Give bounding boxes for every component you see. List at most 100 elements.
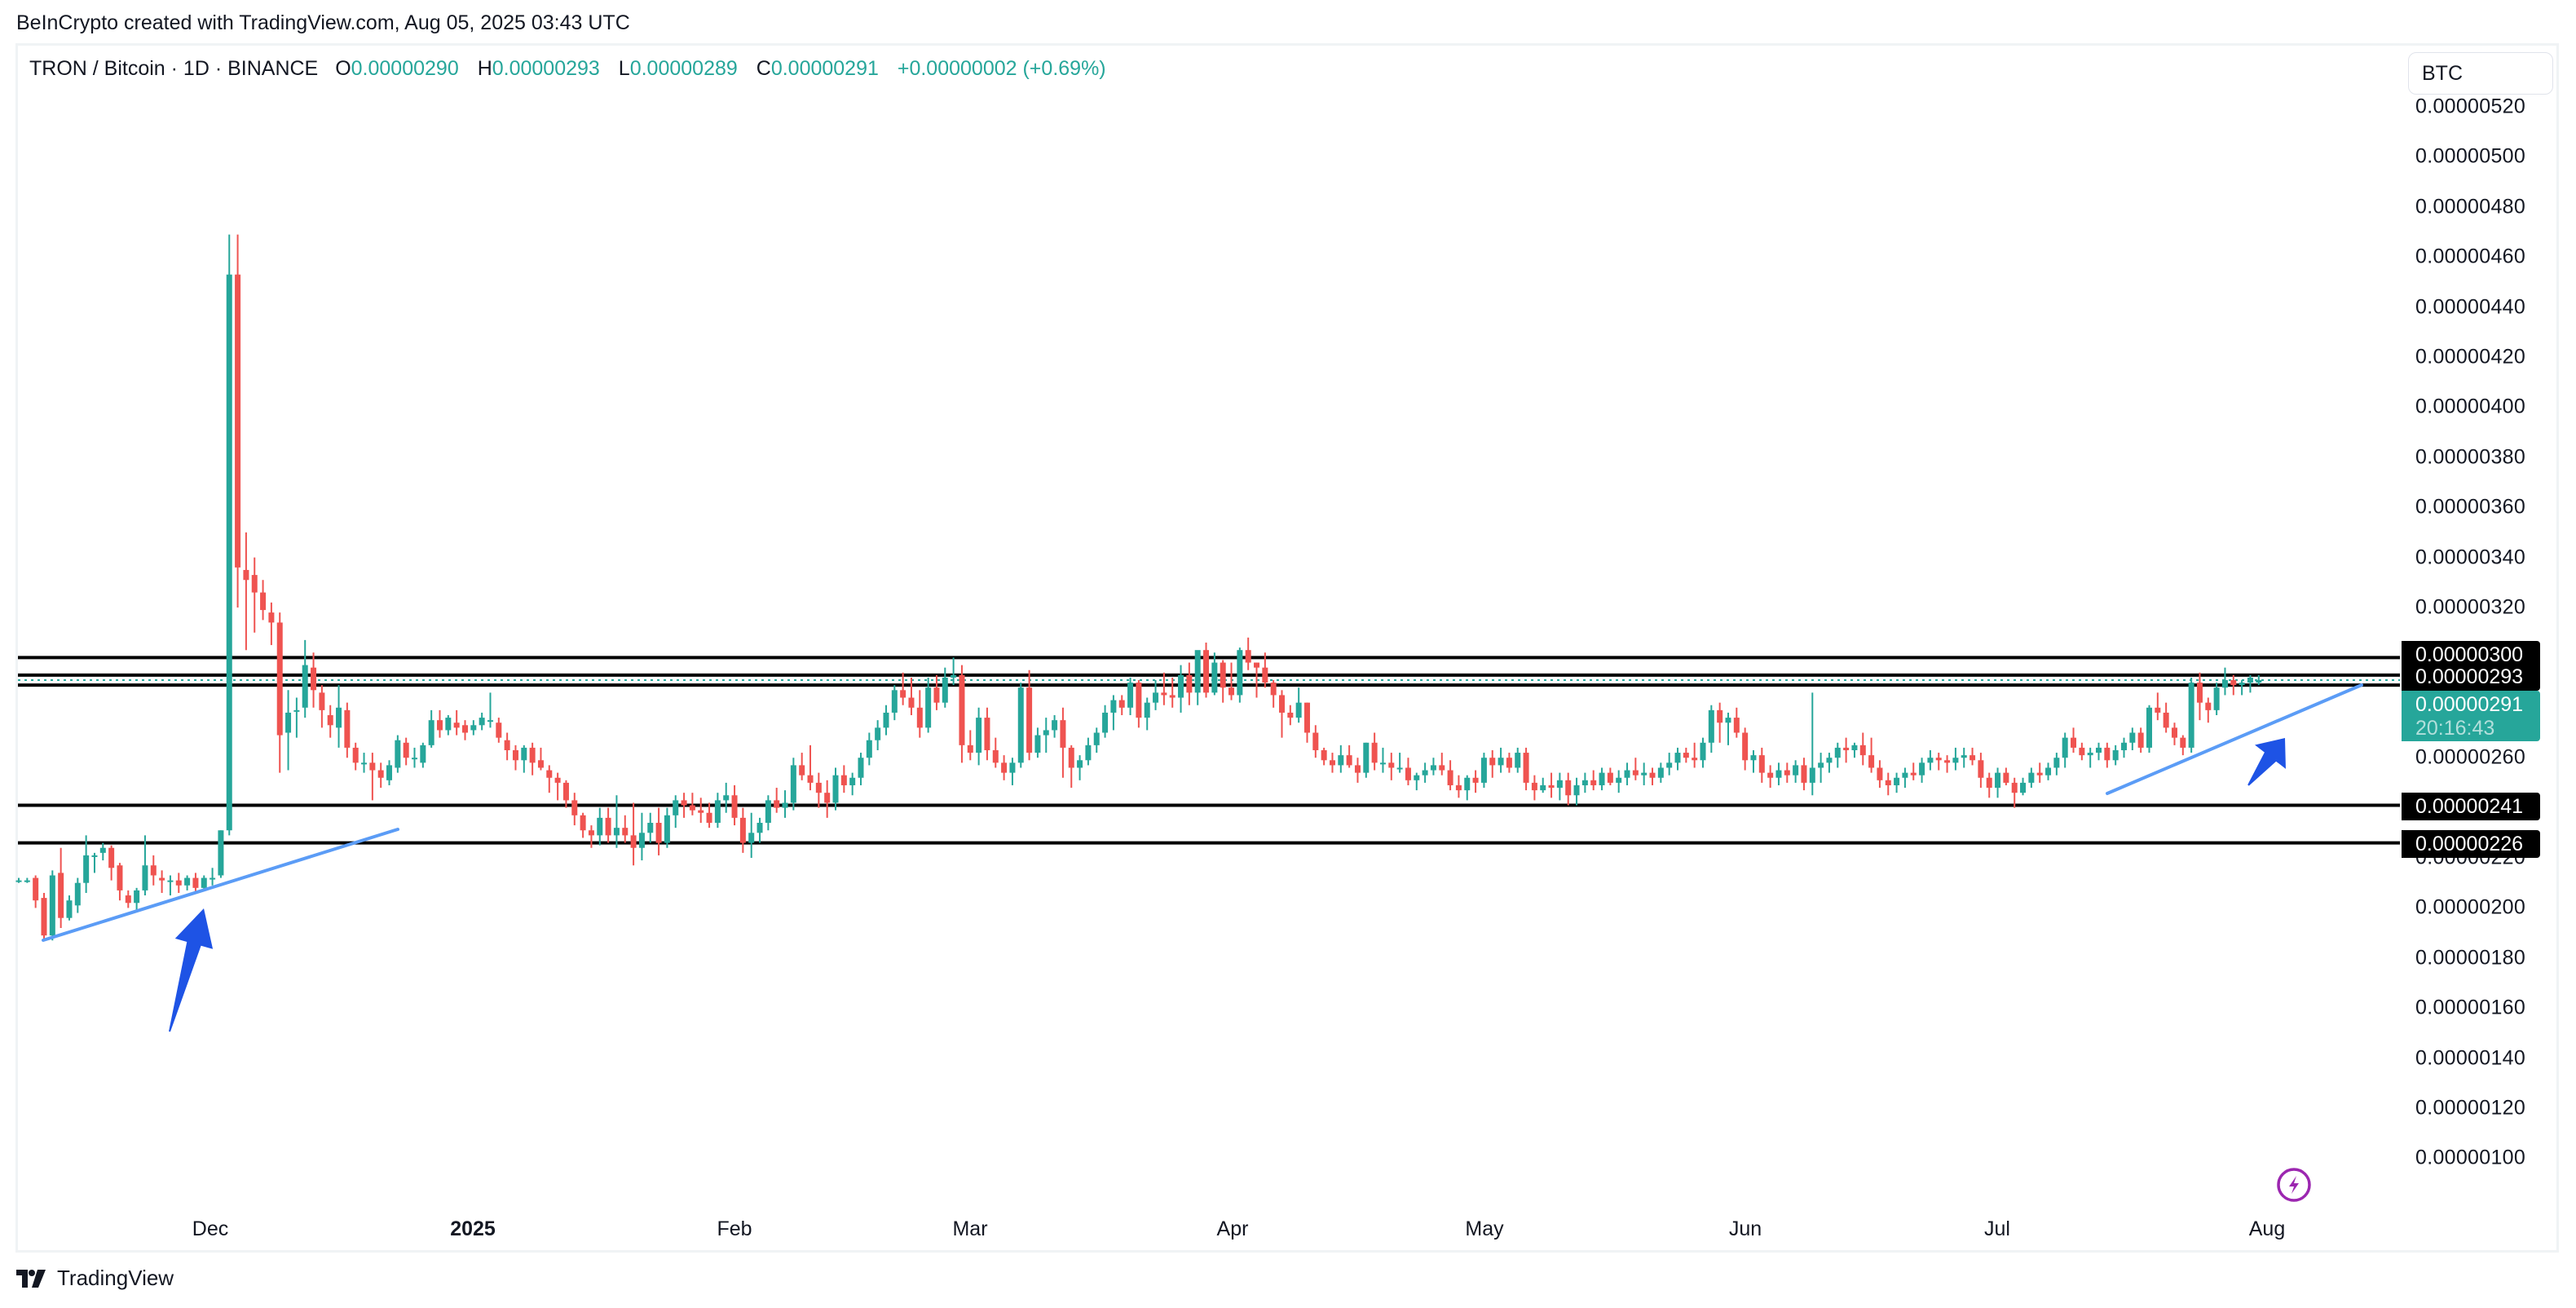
candle-body bbox=[319, 692, 325, 710]
candle-body bbox=[327, 715, 333, 726]
candle-body bbox=[681, 800, 687, 806]
candle-body bbox=[1902, 772, 1908, 778]
candle-body bbox=[1254, 662, 1260, 668]
candle-body bbox=[815, 782, 822, 793]
candle-body bbox=[1548, 784, 1555, 789]
candle-body bbox=[99, 847, 106, 853]
candle-body bbox=[967, 745, 973, 753]
candle-body bbox=[142, 865, 148, 890]
price-tick: 0.00000340 bbox=[2415, 546, 2526, 569]
candle-body bbox=[1742, 732, 1749, 761]
tradingview-logo[interactable]: TradingView bbox=[16, 1266, 174, 1291]
candle-body bbox=[2213, 687, 2220, 710]
candle-body bbox=[537, 760, 544, 768]
time-tick: May bbox=[1465, 1217, 1504, 1240]
candle-body bbox=[1632, 770, 1639, 776]
current-price-value: 0.00000291 bbox=[2415, 692, 2524, 716]
candle-body bbox=[1986, 777, 1992, 789]
candle-body bbox=[1868, 755, 1875, 768]
time-tick: Apr bbox=[1216, 1217, 1249, 1240]
candle-body bbox=[1480, 758, 1487, 783]
candle-body bbox=[858, 758, 864, 778]
candle-body bbox=[311, 667, 317, 691]
candle-body bbox=[689, 805, 695, 811]
candle-body bbox=[1388, 762, 1395, 768]
candle-body bbox=[201, 877, 207, 888]
candle-body bbox=[1052, 720, 1058, 731]
candle-body bbox=[1919, 762, 1925, 776]
candle-body bbox=[1750, 755, 1757, 761]
candle-body bbox=[1447, 770, 1453, 785]
candle-body bbox=[1127, 683, 1134, 708]
candle-body bbox=[1034, 735, 1041, 753]
candle-body bbox=[1321, 749, 1327, 761]
candle-body bbox=[723, 795, 730, 801]
candle-body bbox=[866, 740, 872, 758]
candle-body bbox=[15, 880, 22, 882]
candle-body bbox=[925, 687, 932, 728]
candle-body bbox=[562, 782, 569, 801]
price-tick: 0.00000260 bbox=[2415, 745, 2526, 769]
candle-body bbox=[352, 747, 359, 763]
candle-body bbox=[293, 709, 300, 712]
chart-credit: BeInCrypto created with TradingView.com,… bbox=[16, 11, 630, 34]
candle-body bbox=[24, 880, 30, 882]
candle-body bbox=[2221, 680, 2228, 688]
candle-body bbox=[2163, 712, 2169, 728]
candle-body bbox=[2129, 732, 2136, 743]
price-tick: 0.00000100 bbox=[2415, 1146, 2526, 1169]
candle-body bbox=[942, 677, 948, 703]
candle-body bbox=[260, 592, 267, 611]
candle-body bbox=[1851, 745, 1858, 750]
candle-body bbox=[117, 865, 123, 890]
candle-body bbox=[756, 823, 763, 833]
candle-body bbox=[1775, 770, 1782, 778]
candle-body bbox=[243, 569, 249, 581]
currency-button[interactable]: BTC bbox=[2408, 52, 2553, 95]
candle-body bbox=[150, 865, 157, 876]
candle-body bbox=[1910, 772, 1917, 776]
candle-body bbox=[2028, 772, 2035, 783]
candle-body bbox=[420, 745, 426, 763]
candle-body bbox=[2180, 737, 2186, 748]
candle-body bbox=[1666, 762, 1673, 768]
candle-body bbox=[268, 612, 275, 623]
candle-body bbox=[1944, 760, 1951, 763]
candle-body bbox=[1961, 755, 1967, 758]
time-tick: Aug bbox=[2248, 1217, 2286, 1240]
candle-body bbox=[2205, 702, 2212, 710]
candle-body bbox=[1531, 782, 1537, 791]
candle-body bbox=[344, 709, 351, 748]
candle-body bbox=[218, 830, 224, 876]
candle-body bbox=[1329, 760, 1335, 766]
candle-body bbox=[605, 817, 611, 836]
candle-body bbox=[951, 674, 957, 678]
high-value: 0.00000293 bbox=[492, 57, 600, 80]
candle-body bbox=[1472, 777, 1479, 783]
open-value: 0.00000290 bbox=[351, 57, 459, 80]
candle-body bbox=[984, 718, 990, 750]
candle-body bbox=[1498, 758, 1504, 766]
price-tick: 0.00000520 bbox=[2415, 95, 2526, 118]
candle-body bbox=[2247, 677, 2253, 683]
candle-body bbox=[58, 873, 64, 918]
candle-body bbox=[698, 810, 704, 813]
symbol-title[interactable]: TRON / Bitcoin · 1D · BINANCE bbox=[29, 57, 319, 80]
candle-body bbox=[2003, 772, 2009, 783]
candle-body bbox=[1859, 745, 1866, 756]
level-price-label: 0.00000241 bbox=[2402, 792, 2540, 820]
candle-body bbox=[1439, 765, 1445, 771]
change-value: +0.00000002 (+0.69%) bbox=[897, 57, 1106, 80]
candle-body bbox=[807, 775, 814, 783]
candle-body bbox=[2087, 753, 2093, 756]
candle-body bbox=[361, 762, 368, 765]
candle-body bbox=[1700, 742, 1706, 761]
price-tick: 0.00000440 bbox=[2415, 295, 2526, 319]
candle-body bbox=[1708, 709, 1714, 743]
lightning-icon[interactable] bbox=[2275, 1166, 2313, 1208]
candle-body bbox=[1430, 765, 1436, 771]
candle-body bbox=[1405, 767, 1411, 780]
candle-body bbox=[1220, 662, 1226, 688]
candle-body bbox=[33, 877, 39, 901]
